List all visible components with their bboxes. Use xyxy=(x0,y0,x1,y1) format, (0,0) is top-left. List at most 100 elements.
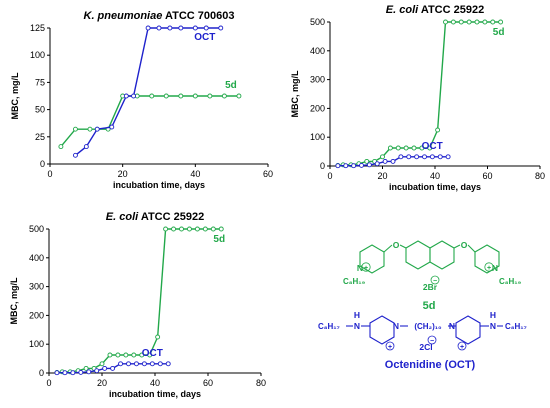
data-point-oct xyxy=(218,25,224,31)
data-point-5d xyxy=(419,145,425,151)
data-point-5d xyxy=(179,226,184,232)
data-point-5d xyxy=(443,19,448,25)
data-point-oct xyxy=(165,361,171,367)
y-axis-label: MBC, mg/L xyxy=(290,70,300,117)
data-point-oct xyxy=(157,361,163,367)
5d-right-oxygen: O xyxy=(461,240,468,250)
data-point-5d xyxy=(236,93,242,99)
data-point-oct xyxy=(94,126,100,132)
y-tick-label: 500 xyxy=(29,224,44,234)
data-point-5d xyxy=(178,93,184,99)
data-point-5d xyxy=(474,19,480,25)
5d-right-nitrogen: N xyxy=(492,263,498,273)
y-tick-label: 100 xyxy=(310,132,325,142)
x-tick-label: 0 xyxy=(327,171,332,181)
data-point-oct xyxy=(414,154,420,160)
y-tick-label: 0 xyxy=(39,368,44,378)
series-label-5d: 5d xyxy=(213,234,225,245)
chart-panel-1: K. pneumoniae ATCC 700603 0 25 50 75 100 125 0 2… xyxy=(10,10,273,190)
5d-left-oxygen: O xyxy=(393,240,400,250)
y-tick-label: 500 xyxy=(310,17,325,27)
5d-naphthalene-ring-left xyxy=(405,240,431,270)
data-point-oct xyxy=(94,368,100,374)
5d-right-plus: + xyxy=(487,265,491,272)
x-tick-label: 0 xyxy=(46,378,51,388)
oct-right-plus-circle xyxy=(457,341,467,351)
data-point-oct xyxy=(437,154,443,160)
data-point-oct xyxy=(131,93,137,99)
oct-right-chain: C₈H₁₇ xyxy=(505,322,527,331)
data-point-5d xyxy=(466,19,472,25)
data-point-oct xyxy=(83,144,89,150)
5d-left-plus: + xyxy=(364,265,368,272)
data-point-5d xyxy=(498,19,504,25)
series-label-5d: 5d xyxy=(225,80,237,91)
octenidine-compound-label: Octenidine (OCT) xyxy=(385,359,476,371)
data-point-oct xyxy=(54,370,60,376)
x-tick-label: 40 xyxy=(150,378,160,388)
data-point-oct xyxy=(62,370,68,376)
data-point-oct xyxy=(359,162,364,168)
data-point-oct xyxy=(366,162,372,168)
x-tick-label: 40 xyxy=(430,171,440,181)
data-point-5d xyxy=(207,93,213,99)
data-point-oct xyxy=(390,158,396,164)
data-point-5d xyxy=(427,145,433,151)
x-tick-label: 20 xyxy=(97,378,107,388)
data-point-5d xyxy=(58,144,64,150)
data-point-oct xyxy=(167,25,173,31)
chart-title: E. coli ATCC 25922 xyxy=(106,211,204,223)
data-point-oct xyxy=(398,154,404,160)
chart-title-strain: ATCC 25922 xyxy=(138,211,204,223)
series-line-5d xyxy=(56,228,222,374)
y-tick-label: 200 xyxy=(310,103,325,113)
data-point-5d xyxy=(147,352,153,358)
oct-right-amine-h: H xyxy=(490,310,496,320)
series-oct: OCT xyxy=(335,141,451,169)
data-point-5d xyxy=(403,145,409,151)
data-point-5d xyxy=(163,93,169,99)
x-tick-label: 60 xyxy=(263,169,273,179)
y-tick-label: 200 xyxy=(29,310,44,320)
data-point-5d xyxy=(87,126,93,132)
5d-naphthalene-ring-right xyxy=(429,240,455,270)
data-point-oct xyxy=(102,365,108,371)
chart-panel-2: E. coli ATCC 25922 0 100 200 300 400 500 0 20 40 6… xyxy=(290,4,545,192)
x-tick-label: 80 xyxy=(535,171,545,181)
y-tick-label: 300 xyxy=(310,75,325,85)
series-line-5d xyxy=(337,21,501,167)
y-tick-label: 400 xyxy=(310,46,325,56)
data-point-5d xyxy=(149,93,155,99)
data-point-oct xyxy=(192,25,198,31)
chart-title-strain: ATCC 25922 xyxy=(418,4,484,16)
chart-title-strain: ATCC 700603 xyxy=(162,10,234,22)
data-point-oct xyxy=(406,154,412,160)
x-tick-label: 60 xyxy=(203,378,213,388)
x-axis-label: incubation time, days xyxy=(109,389,201,399)
5d-compound-label: 5d xyxy=(423,300,436,312)
5d-counter-ion: 2Br xyxy=(423,282,438,292)
5d-right-plus-circle xyxy=(484,262,494,272)
data-point-5d xyxy=(490,19,496,25)
data-point-5d xyxy=(163,226,169,232)
series-label-oct: OCT xyxy=(142,348,163,359)
data-point-5d xyxy=(83,365,89,371)
y-tick-label: 125 xyxy=(30,23,45,33)
data-point-5d xyxy=(192,93,198,99)
chart-title-organism: K. pneumoniae xyxy=(84,10,163,22)
oct-left-chain: C₈H₁₇ xyxy=(318,322,340,331)
5d-right-oxygen-to-ring-bond xyxy=(467,244,476,253)
5d-left-oxygen-to-naphthalene-bond xyxy=(399,244,407,249)
oct-right-plus: + xyxy=(460,344,464,351)
oct-left-pyridinium-ring xyxy=(369,315,395,345)
data-point-oct xyxy=(445,154,451,160)
5d-left-chain: C₈H₁₉ xyxy=(343,277,366,286)
data-point-oct xyxy=(156,25,162,31)
chart-title: E. coli ATCC 25922 xyxy=(386,4,484,16)
y-tick-label: 0 xyxy=(40,159,45,169)
structure-octenidine-labels: C₈H₁₇ N H N (CH₂)₁₀ N N H C₈H₁₇ + + 2Cl … xyxy=(318,310,527,371)
data-point-oct xyxy=(126,361,131,367)
data-point-oct xyxy=(86,369,92,375)
data-point-5d xyxy=(202,226,208,232)
data-point-oct xyxy=(429,154,435,160)
